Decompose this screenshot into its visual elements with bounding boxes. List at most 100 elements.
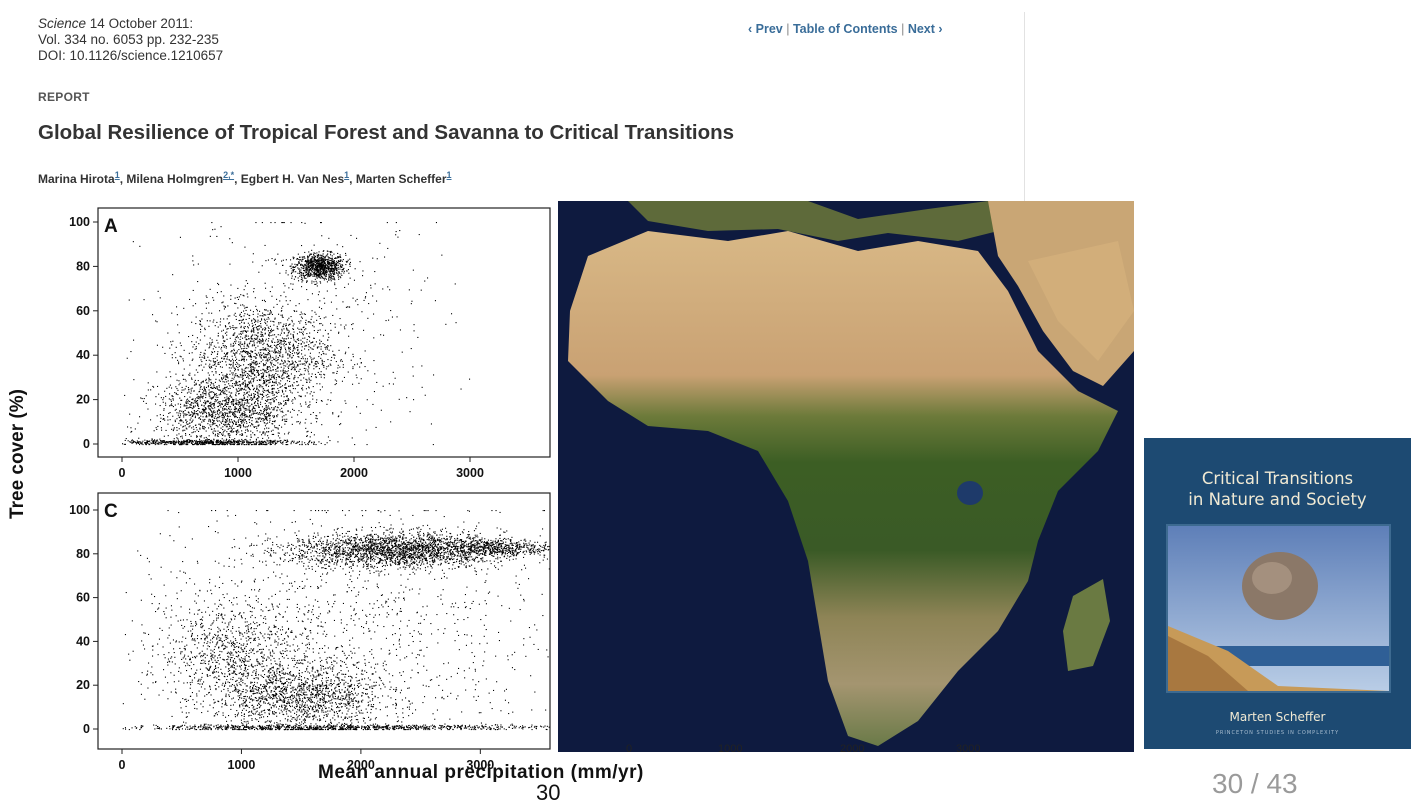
data-point bbox=[225, 409, 226, 410]
data-point bbox=[244, 313, 245, 314]
data-point bbox=[221, 391, 222, 392]
next-link[interactable]: Next › bbox=[908, 22, 943, 36]
data-point bbox=[253, 356, 254, 357]
data-point bbox=[220, 321, 221, 322]
data-point bbox=[283, 370, 284, 371]
data-point bbox=[279, 343, 280, 344]
data-point bbox=[233, 335, 234, 336]
data-point bbox=[218, 402, 219, 403]
data-point bbox=[308, 366, 309, 367]
data-point bbox=[253, 372, 254, 373]
data-point bbox=[278, 392, 279, 393]
data-point bbox=[266, 428, 267, 429]
data-point bbox=[325, 349, 326, 350]
data-point bbox=[293, 335, 294, 336]
data-point bbox=[219, 390, 220, 391]
data-point bbox=[234, 407, 235, 408]
data-point bbox=[339, 367, 340, 368]
data-point bbox=[305, 261, 306, 262]
data-point bbox=[334, 274, 335, 275]
data-point bbox=[206, 431, 207, 432]
data-point bbox=[218, 417, 219, 418]
data-point bbox=[254, 369, 255, 370]
data-point bbox=[161, 427, 162, 428]
data-point bbox=[298, 340, 299, 341]
data-point bbox=[154, 440, 155, 441]
data-point bbox=[297, 347, 298, 348]
data-point bbox=[127, 426, 128, 427]
data-point bbox=[191, 322, 192, 323]
data-point bbox=[246, 423, 247, 424]
data-point bbox=[231, 350, 232, 351]
data-point bbox=[379, 243, 380, 244]
data-point bbox=[363, 330, 364, 331]
data-point bbox=[240, 405, 241, 406]
data-point bbox=[242, 319, 243, 320]
data-point bbox=[229, 322, 230, 323]
data-point bbox=[228, 402, 229, 403]
data-point bbox=[216, 395, 217, 396]
data-point bbox=[265, 425, 266, 426]
data-point bbox=[328, 257, 329, 258]
data-point bbox=[318, 261, 319, 262]
data-point bbox=[284, 396, 285, 397]
data-point bbox=[361, 378, 362, 379]
data-point bbox=[215, 379, 216, 380]
data-point bbox=[206, 416, 207, 417]
data-point bbox=[278, 402, 279, 403]
data-point bbox=[254, 370, 255, 371]
data-point bbox=[218, 335, 219, 336]
data-point bbox=[154, 439, 155, 440]
data-point bbox=[233, 346, 234, 347]
data-point bbox=[370, 285, 371, 286]
data-point bbox=[333, 271, 334, 272]
data-point bbox=[321, 276, 322, 277]
data-point bbox=[295, 388, 296, 389]
data-point bbox=[214, 351, 215, 352]
data-point bbox=[188, 389, 189, 390]
data-point bbox=[295, 398, 296, 399]
data-point bbox=[333, 254, 334, 255]
data-point bbox=[280, 403, 281, 404]
data-point bbox=[224, 425, 225, 426]
data-point bbox=[195, 303, 196, 304]
data-point bbox=[188, 400, 189, 401]
data-point bbox=[288, 411, 289, 412]
data-point bbox=[283, 344, 284, 345]
data-point bbox=[197, 410, 198, 411]
prev-link[interactable]: ‹ Prev bbox=[748, 22, 783, 36]
data-point bbox=[271, 329, 272, 330]
data-point bbox=[284, 372, 285, 373]
data-point bbox=[221, 423, 222, 424]
data-point bbox=[238, 400, 239, 401]
data-point bbox=[281, 329, 282, 330]
data-point bbox=[292, 403, 293, 404]
data-point bbox=[311, 274, 312, 275]
data-point bbox=[248, 323, 249, 324]
data-point bbox=[302, 280, 303, 281]
data-point bbox=[264, 314, 265, 315]
data-point bbox=[449, 536, 450, 537]
data-point bbox=[279, 437, 280, 438]
data-point bbox=[205, 364, 206, 365]
data-point bbox=[272, 442, 273, 443]
data-point bbox=[204, 419, 205, 420]
data-point bbox=[270, 370, 271, 371]
table-of-contents-link[interactable]: Table of Contents bbox=[793, 22, 898, 36]
data-point bbox=[268, 392, 269, 393]
data-point bbox=[308, 387, 309, 388]
data-point bbox=[294, 375, 295, 376]
data-point bbox=[211, 382, 212, 383]
data-point bbox=[284, 424, 285, 425]
data-point bbox=[198, 443, 199, 444]
data-point bbox=[263, 411, 264, 412]
data-point bbox=[266, 412, 267, 413]
data-point bbox=[322, 269, 323, 270]
data-point bbox=[157, 345, 158, 346]
data-point bbox=[225, 422, 226, 423]
data-point bbox=[330, 275, 331, 276]
data-point bbox=[265, 379, 266, 380]
data-point bbox=[239, 408, 240, 409]
data-point bbox=[211, 442, 212, 443]
data-point bbox=[413, 270, 414, 271]
